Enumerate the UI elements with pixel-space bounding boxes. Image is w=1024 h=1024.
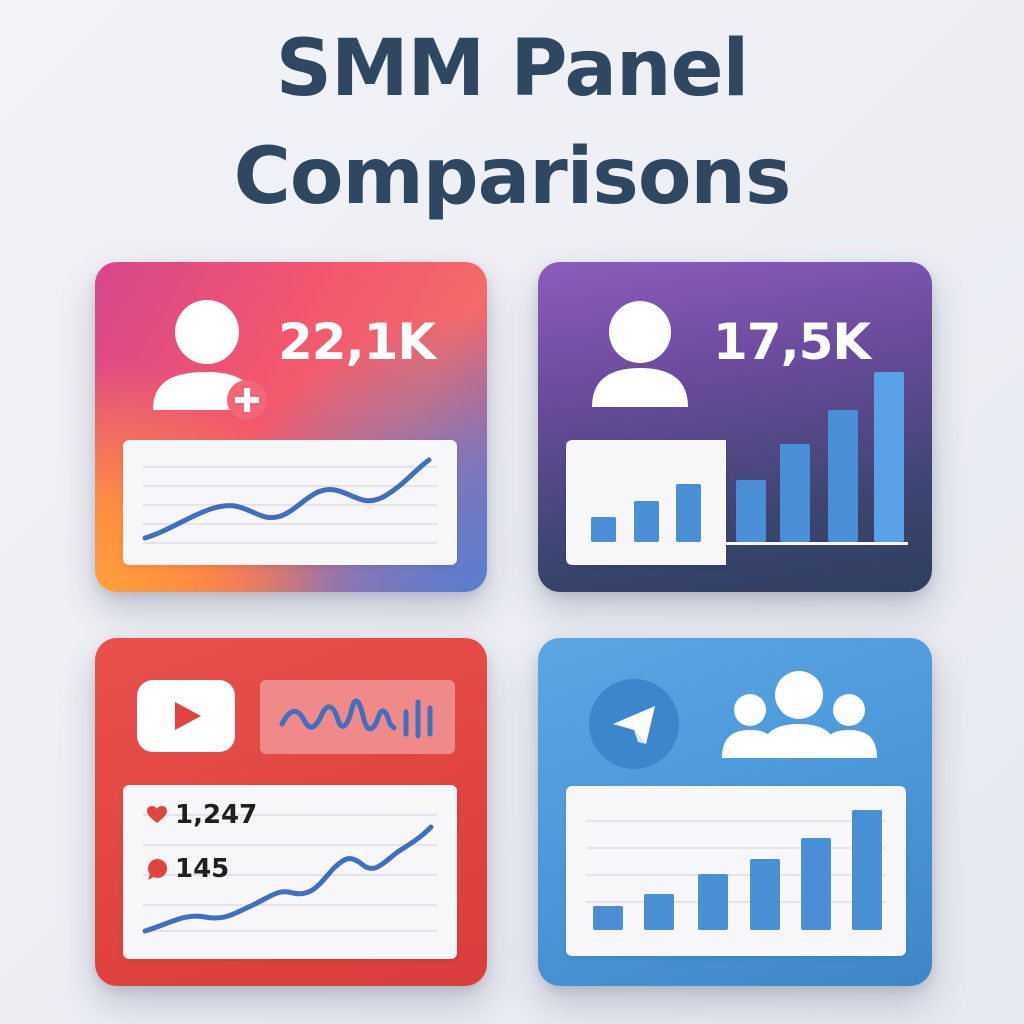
comments-count: 145 — [175, 854, 230, 884]
add-user-icon — [153, 300, 267, 420]
likes-count: 1,247 — [175, 800, 258, 830]
followers-count: 17,5K — [713, 313, 871, 371]
bar-chart — [566, 372, 908, 545]
youtube-card[interactable]: 1,247 145 — [95, 638, 487, 986]
page-title-line-1: SMM Panel — [275, 24, 749, 114]
user-icon — [592, 301, 688, 407]
engagement-line-chart — [142, 814, 437, 934]
facebook-card[interactable]: 17,5K — [538, 262, 932, 592]
telegram-card[interactable] — [538, 638, 932, 986]
group-icon — [722, 671, 877, 758]
telegram-plane-icon — [589, 679, 679, 769]
waveform-icon — [279, 698, 433, 739]
engagement-panel: 1,247 145 — [123, 785, 457, 959]
bar-chart-panel — [566, 786, 906, 956]
comment-icon — [148, 859, 167, 880]
heart-icon — [147, 806, 167, 823]
followers-count: 22,1K — [278, 313, 436, 371]
instagram-card[interactable]: 22,1K — [95, 262, 487, 592]
line-chart-panel — [123, 440, 457, 565]
youtube-play-icon — [137, 680, 235, 752]
wave-panel — [260, 680, 455, 754]
bar-chart — [586, 810, 886, 930]
page-title-line-2: Comparisons — [233, 132, 792, 222]
trend-line-chart — [142, 457, 437, 544]
